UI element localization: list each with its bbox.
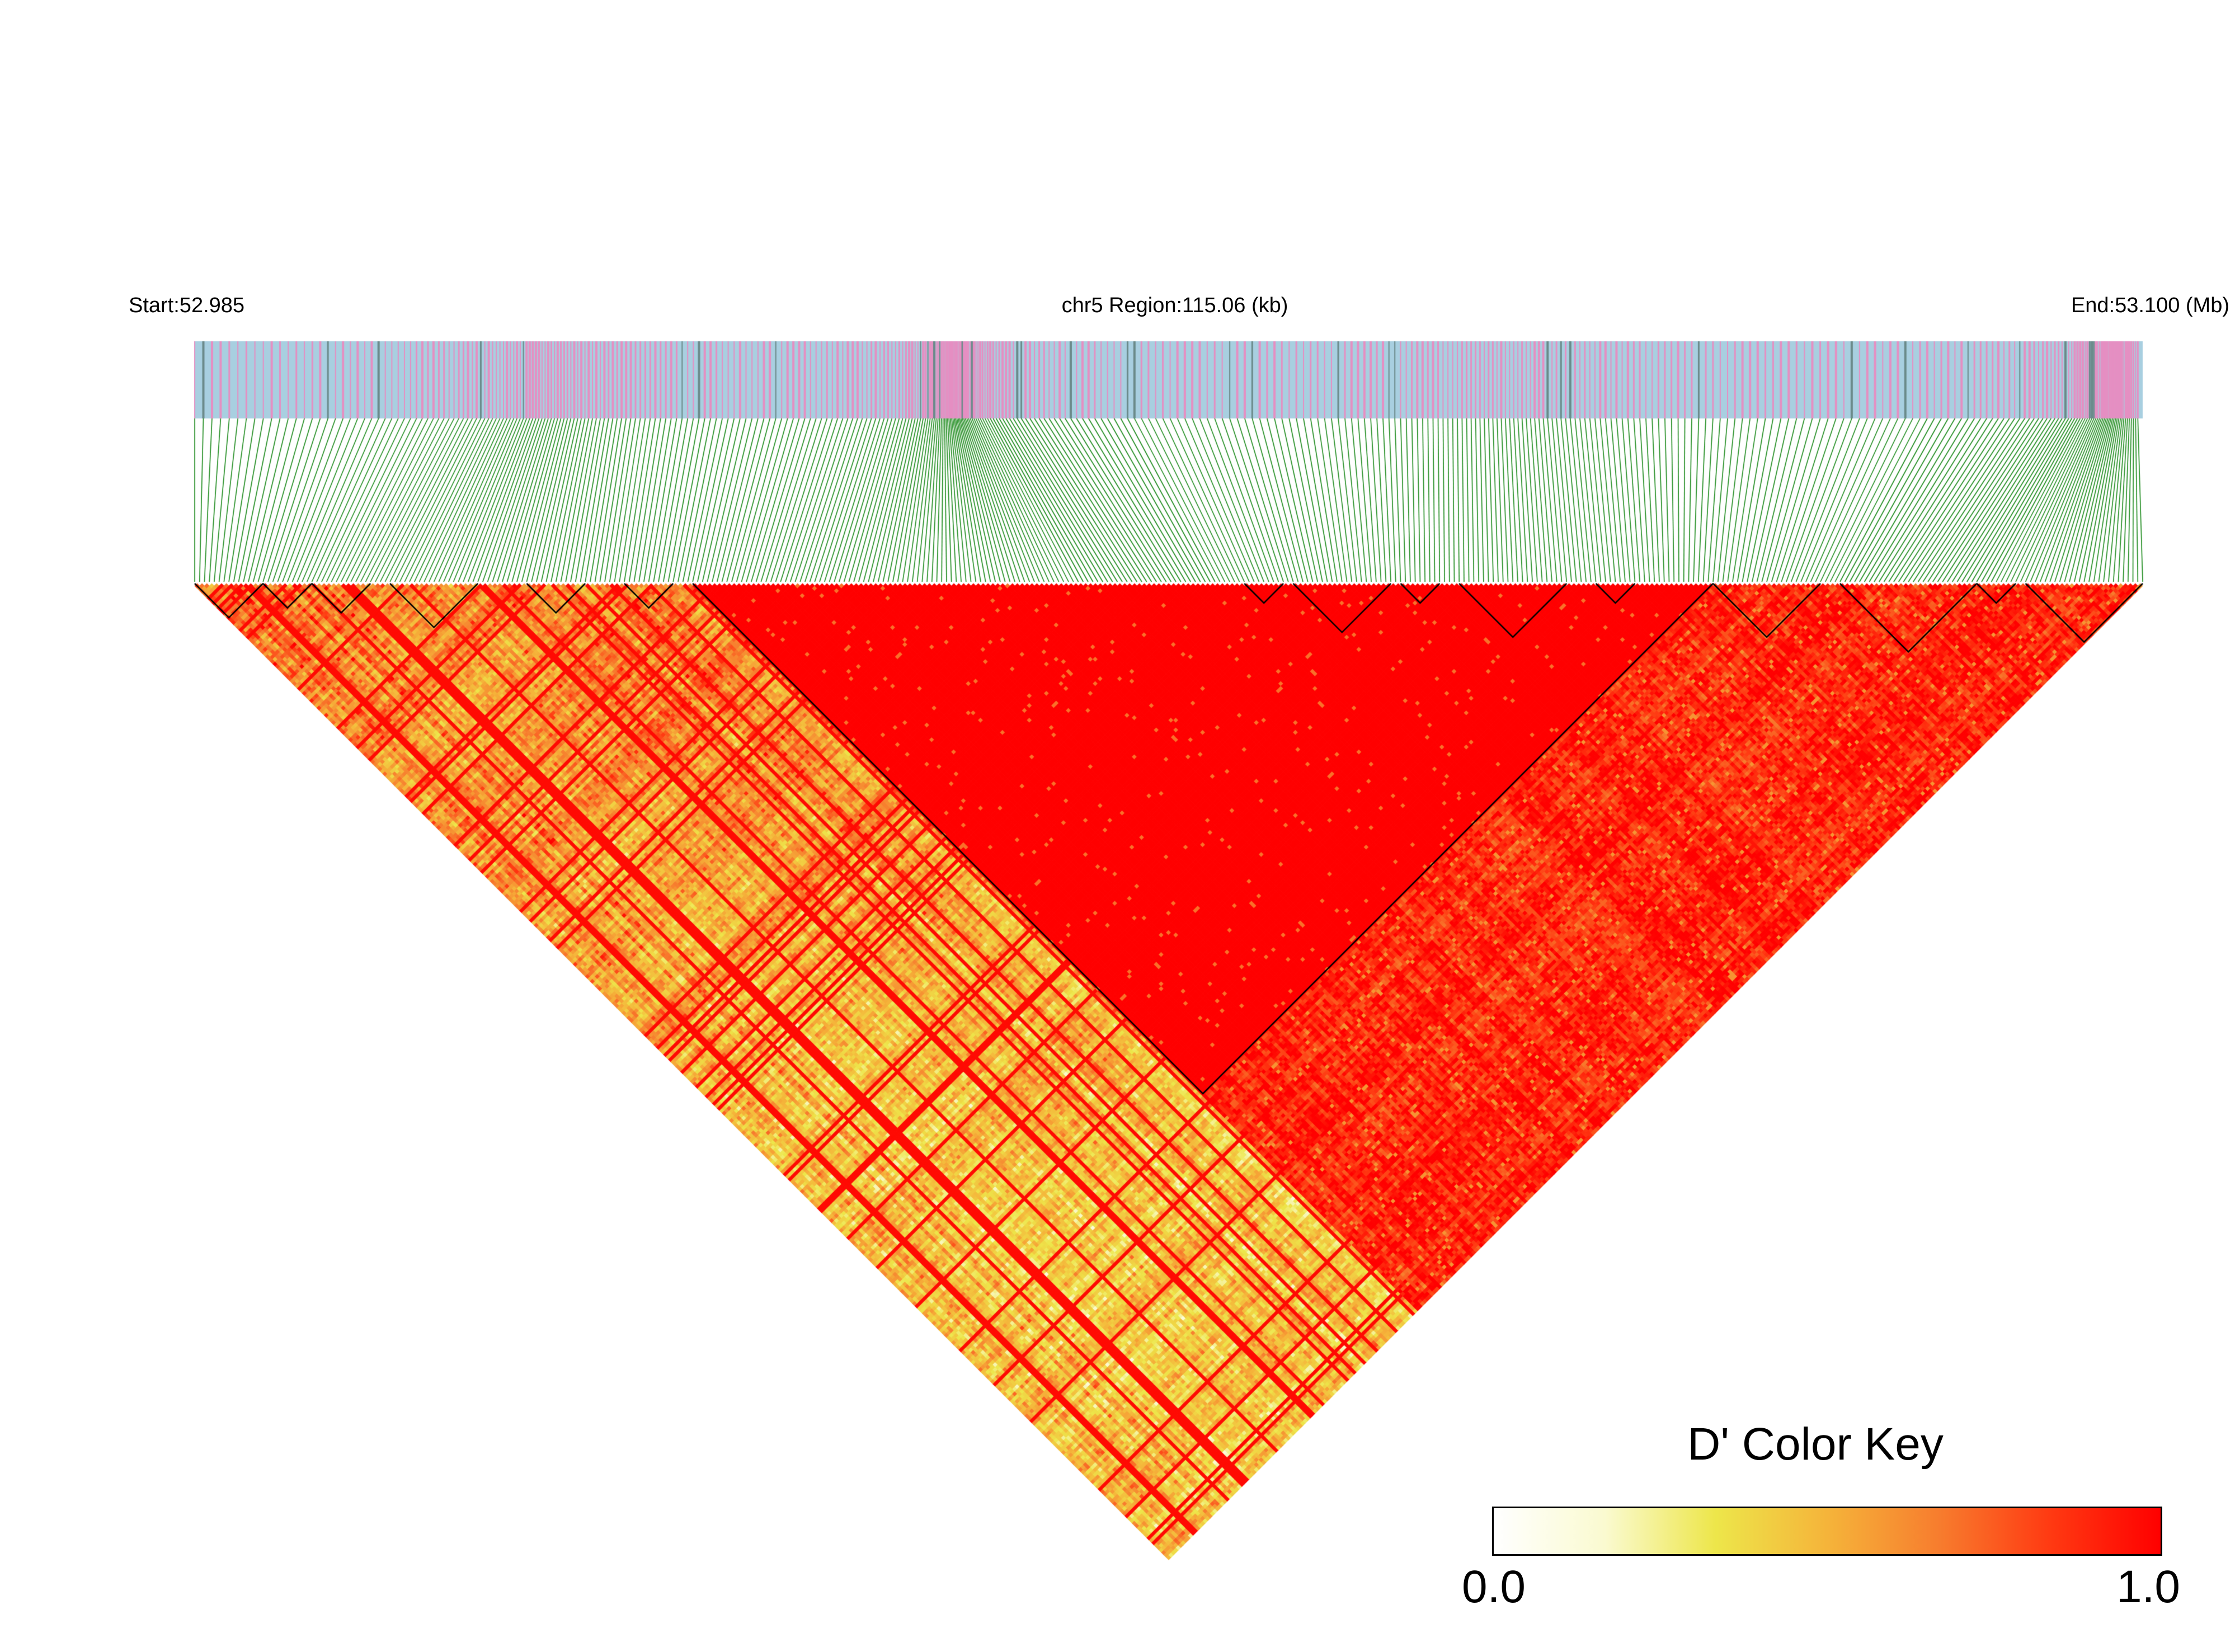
color-key-max-label: 1.0 (2116, 1561, 2180, 1612)
region-size-label: chr5 Region:115.06 (kb) (1061, 294, 1288, 317)
region-end-label: End:53.100 (Mb) (2071, 294, 2229, 317)
color-key-gradient-bar (1492, 1507, 2162, 1556)
region-start-label: Start:52.985 (129, 294, 245, 317)
color-key-title: D' Color Key (1687, 1419, 1944, 1470)
color-key-min-label: 0.0 (1462, 1561, 1526, 1612)
